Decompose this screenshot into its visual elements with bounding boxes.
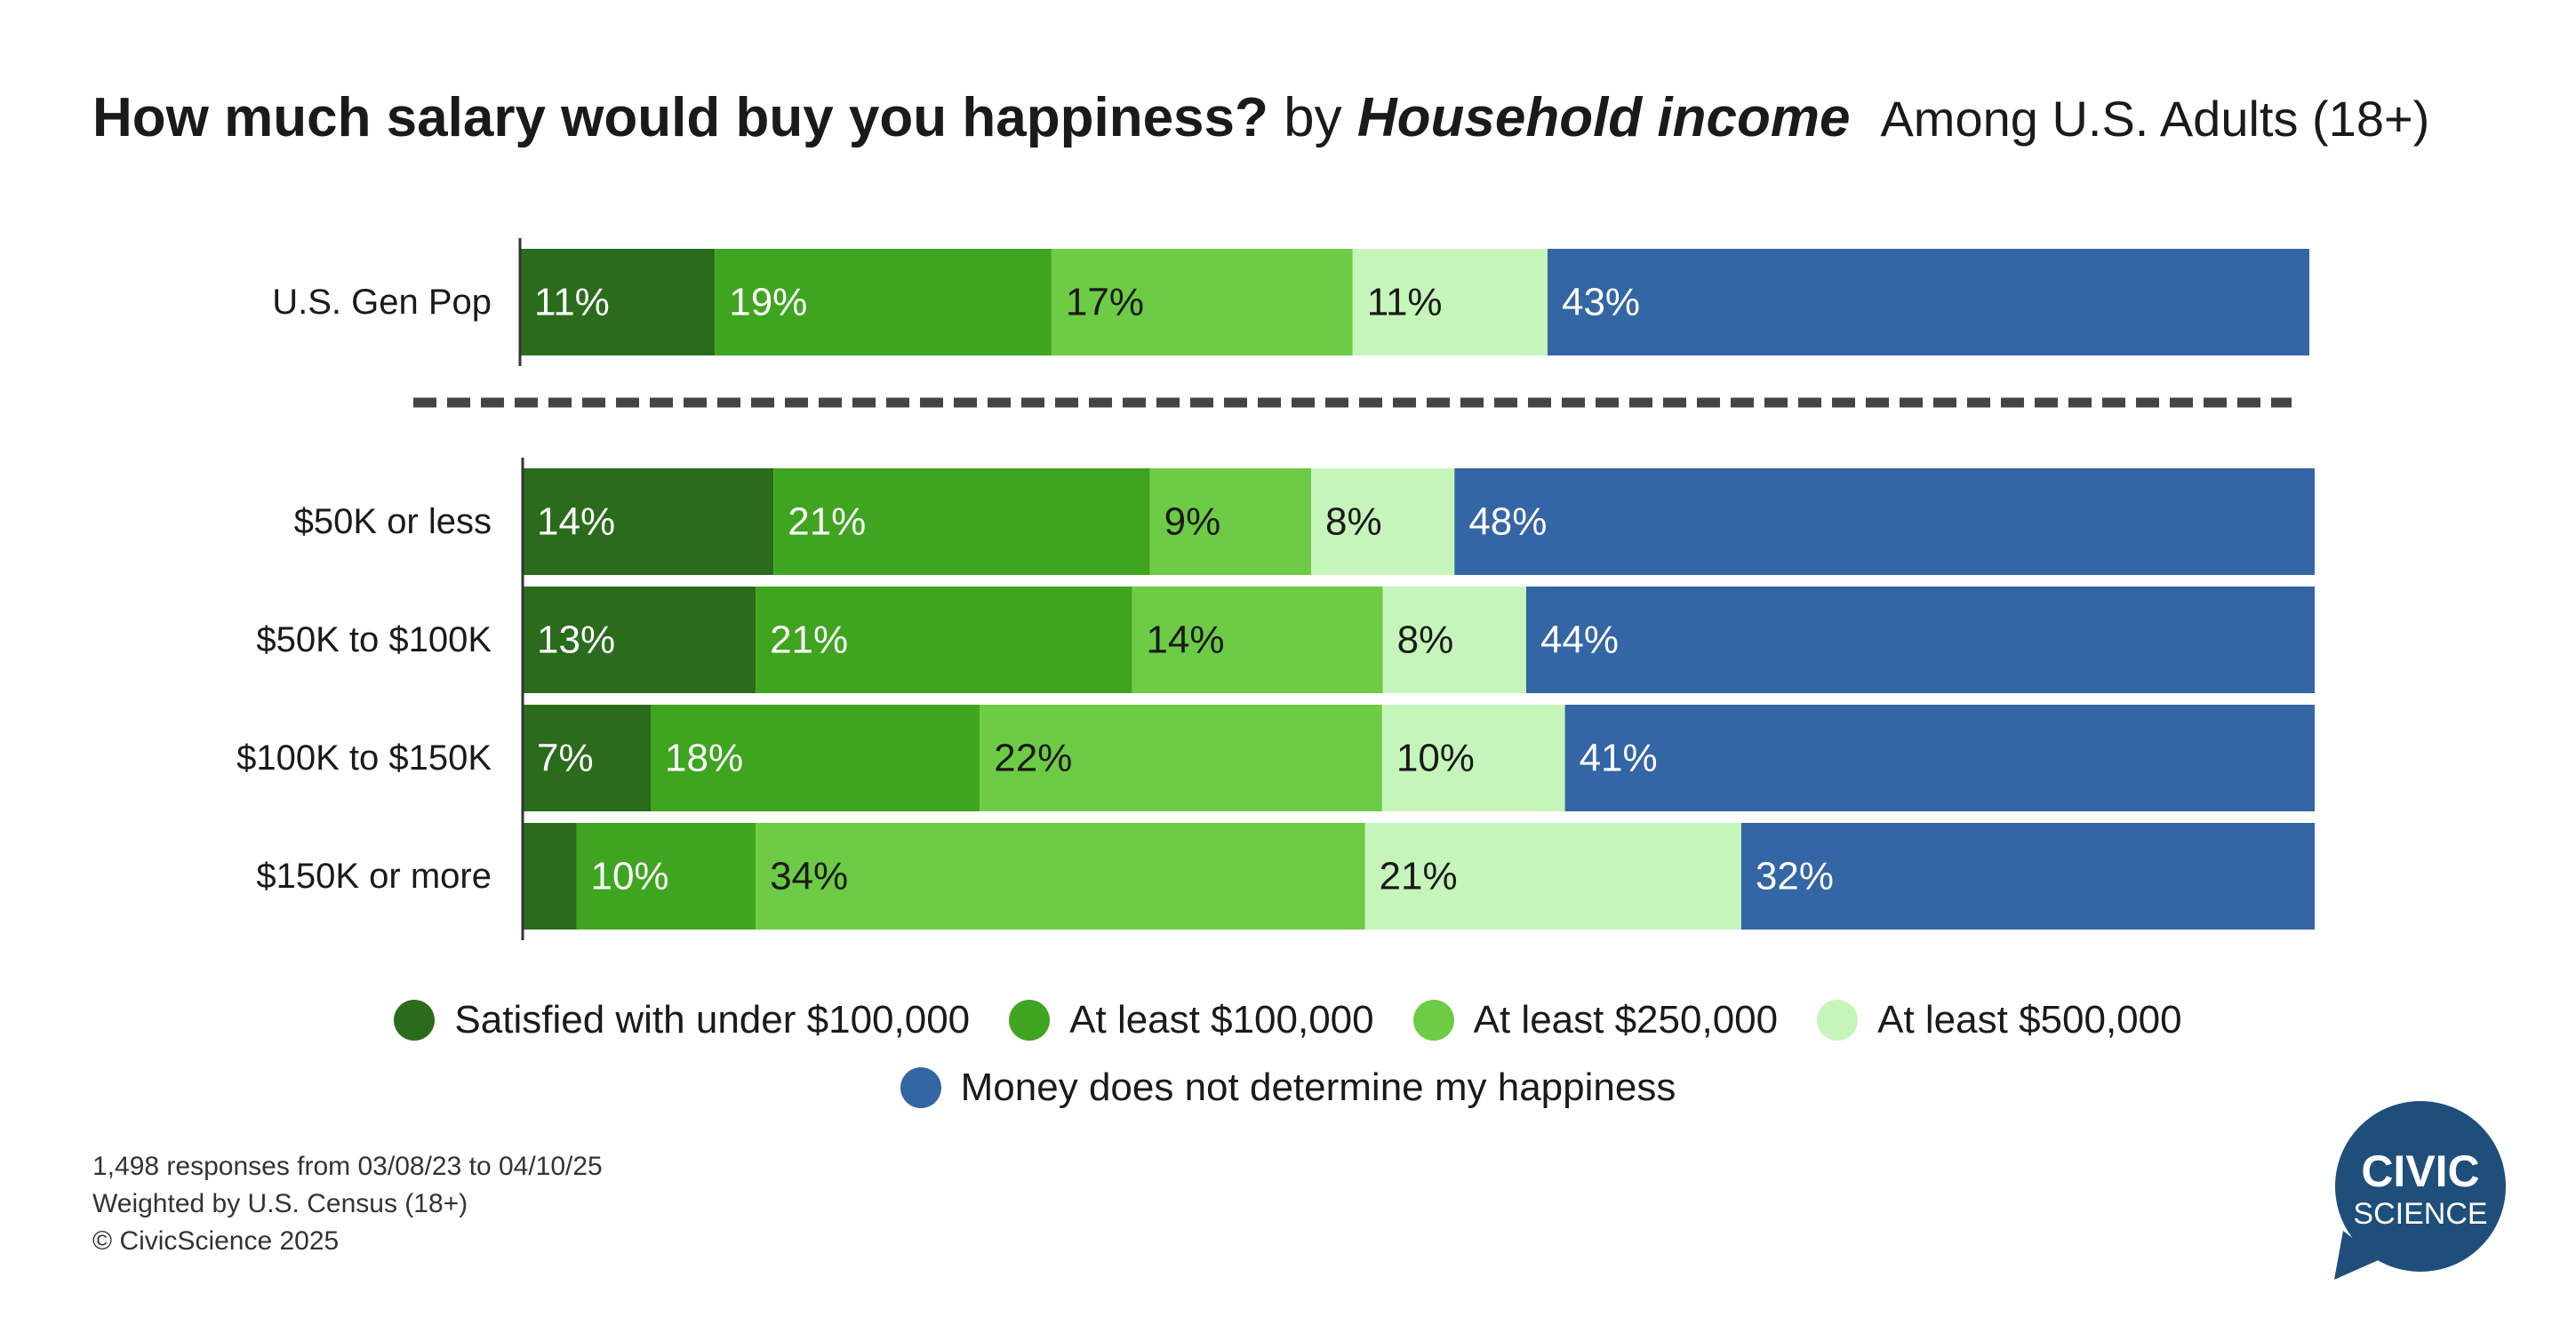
title-by: by [1284, 87, 1342, 148]
logo-tail [2334, 1231, 2380, 1280]
data-label-50k-to-100k-3: 8% [1397, 619, 1454, 662]
legend-swatch [1412, 1000, 1454, 1041]
footer-notes: 1,498 responses from 03/08/23 to 04/10/2… [92, 1148, 603, 1260]
data-label-50k-to-100k-4: 44% [1540, 619, 1619, 662]
bar-segment-u-s-gen-pop-2 [1051, 249, 1353, 355]
data-label-u-s-gen-pop-1: 19% [729, 281, 807, 324]
data-label-150k-or-more-2: 34% [770, 855, 848, 898]
bar-segment-150k-or-more-1 [576, 823, 756, 930]
data-label-100k-to-150k-2: 22% [994, 737, 1072, 780]
data-label-50k-or-less-2: 9% [1164, 500, 1221, 544]
bar-segment-50k-or-less-1 [773, 468, 1150, 575]
footer-responses: 1,498 responses from 03/08/23 to 04/10/2… [92, 1152, 603, 1181]
bar-segment-u-s-gen-pop-1 [715, 249, 1052, 355]
category-label-100k-to-150k: $100K to $150K [236, 738, 492, 778]
bar-segment-50k-or-less-4 [1454, 468, 2315, 575]
legend-label: Money does not determine my happiness [960, 1066, 1676, 1109]
legend-item-500k: At least $500,000 [1817, 998, 2182, 1042]
data-label-50k-or-less-1: 21% [788, 500, 866, 544]
bar-segment-100k-to-150k-2 [980, 705, 1382, 811]
data-label-50k-or-less-4: 48% [1468, 500, 1547, 544]
legend-row-1: Satisfied with under $100,000 At least $… [0, 986, 2576, 1054]
bar-segment-150k-or-more-0 [523, 823, 577, 930]
data-label-u-s-gen-pop-2: 17% [1066, 281, 1144, 324]
category-label-50k-or-less: $50K or less [294, 502, 492, 541]
data-label-u-s-gen-pop-3: 11% [1367, 281, 1443, 324]
bar-segment-100k-to-150k-1 [651, 705, 980, 811]
data-label-150k-or-more-4: 32% [1756, 855, 1834, 898]
bar-segment-50k-to-100k-0 [523, 587, 756, 693]
bar-segment-50k-to-100k-3 [1382, 587, 1526, 693]
legend-row-2: Money does not determine my happiness [0, 1054, 2576, 1121]
stacked-bar-chart: U.S. Gen Pop 11% 19% 17% 11% 43% $50K or less 1… [236, 238, 2315, 940]
bar-segment-100k-to-150k-3 [1381, 705, 1565, 811]
legend: Satisfied with under $100,000 At least $… [0, 986, 2576, 1121]
footer-copyright: © CivicScience 2025 [92, 1226, 340, 1256]
data-label-u-s-gen-pop-0: 11% [534, 281, 610, 324]
footer-weighting: Weighted by U.S. Census (18+) [92, 1189, 468, 1218]
legend-swatch [900, 1067, 941, 1108]
data-label-u-s-gen-pop-4: 43% [1562, 281, 1640, 324]
legend-item-100k: At least $100,000 [1009, 998, 1374, 1042]
data-label-100k-to-150k-0: 7% [537, 737, 594, 780]
legend-label: Satisfied with under $100,000 [454, 998, 971, 1042]
data-label-50k-or-less-0: 14% [537, 500, 615, 544]
chart-title: How much salary would buy you happiness?… [92, 85, 2429, 151]
data-label-50k-to-100k-2: 14% [1146, 619, 1224, 662]
logo-text-civic: CIVIC [2361, 1146, 2479, 1196]
bar-segment-100k-to-150k-4 [1564, 705, 2315, 811]
title-dimension: Household income [1356, 87, 1851, 148]
legend-item-250k: At least $250,000 [1412, 998, 1779, 1042]
bar-segment-50k-to-100k-1 [756, 587, 1132, 693]
data-label-100k-to-150k-1: 18% [665, 737, 743, 780]
data-label-100k-to-150k-3: 10% [1396, 737, 1475, 780]
bar-segment-50k-or-less-2 [1149, 468, 1312, 575]
bar-segment-50k-or-less-3 [1311, 468, 1455, 575]
legend-swatch [394, 1000, 436, 1041]
legend-swatch [1009, 1000, 1051, 1041]
category-label-150k-or-more: $150K or more [256, 857, 492, 896]
legend-label: At least $500,000 [1877, 998, 2182, 1042]
bar-segment-u-s-gen-pop-4 [1547, 249, 2309, 355]
chart-subtitle: Among U.S. Adults (18+) [1880, 91, 2430, 147]
legend-swatch [1817, 1000, 1859, 1041]
bar-segment-50k-to-100k-2 [1132, 587, 1383, 693]
data-label-50k-to-100k-1: 21% [770, 619, 848, 662]
legend-item-money-not: Money does not determine my happiness [900, 1066, 1676, 1110]
data-label-150k-or-more-1: 10% [590, 855, 668, 898]
logo-circle [2335, 1101, 2506, 1272]
logo-text-science: SCIENCE [2353, 1197, 2487, 1231]
bar-segment-50k-or-less-0 [523, 468, 774, 575]
civicscience-logo: CIVIC SCIENCE [2334, 1101, 2506, 1280]
data-label-150k-or-more-3: 21% [1380, 855, 1458, 898]
title-main: How much salary would buy you happiness? [92, 87, 1268, 148]
bar-segment-150k-or-more-2 [756, 823, 1365, 930]
bar-segment-150k-or-more-3 [1364, 823, 1741, 930]
legend-label: At least $100,000 [1069, 998, 1374, 1042]
category-label-u-s-gen-pop: U.S. Gen Pop [272, 283, 492, 322]
data-label-100k-to-150k-4: 41% [1580, 737, 1658, 780]
bar-segment-150k-or-more-4 [1740, 823, 2315, 930]
bar-segment-u-s-gen-pop-3 [1352, 249, 1548, 355]
bar-segment-100k-to-150k-0 [523, 705, 651, 811]
data-label-50k-to-100k-0: 13% [537, 619, 615, 662]
legend-item-under-100k: Satisfied with under $100,000 [394, 998, 970, 1042]
legend-label: At least $250,000 [1473, 998, 1779, 1042]
category-label-50k-to-100k: $50K to $100K [256, 620, 492, 659]
bar-segment-50k-to-100k-4 [1525, 587, 2315, 693]
bar-segment-u-s-gen-pop-0 [520, 249, 716, 355]
data-label-50k-or-less-3: 8% [1325, 500, 1382, 544]
